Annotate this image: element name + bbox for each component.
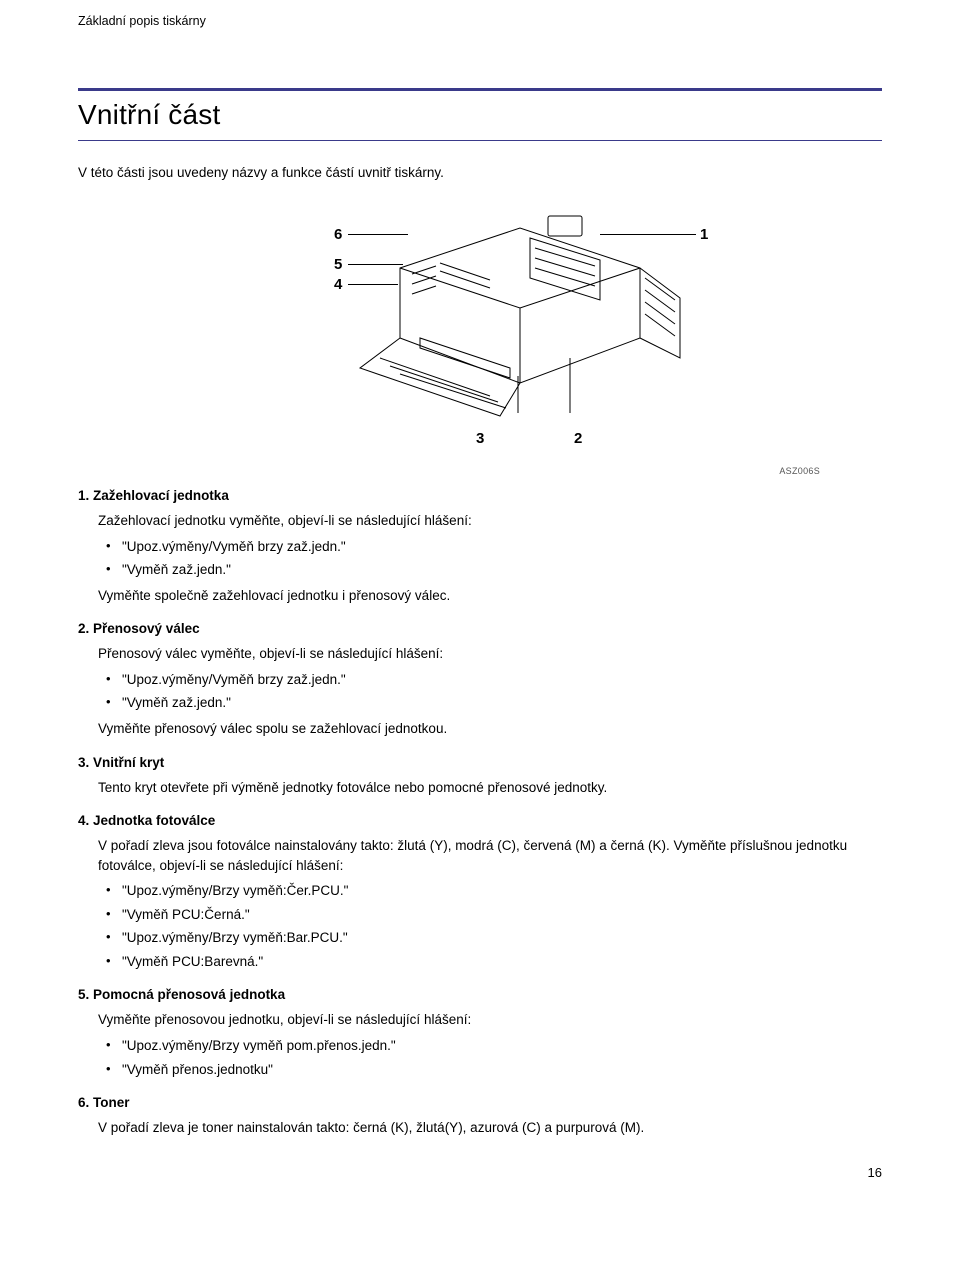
callout-6: 6 [334,226,342,243]
lead-line [348,284,398,285]
item-trail: Vyměňte společně zažehlovací jednotku i … [98,586,882,606]
bullet-item: "Vyměň přenos.jednotku" [122,1060,882,1080]
list-item-1: Zažehlovací jednotka Zažehlovací jednotk… [78,488,882,605]
item-lead: V pořadí zleva je toner nainstalován tak… [98,1118,882,1138]
bullet-item: "Upoz.výměny/Vyměň brzy zaž.jedn." [122,670,882,690]
item-trail: Vyměňte přenosový válec spolu se zažehlo… [98,719,882,739]
page-number: 16 [868,1165,882,1180]
bullet-item: "Vyměň zaž.jedn." [122,693,882,713]
item-bullets: "Upoz.výměny/Vyměň brzy zaž.jedn." "Vymě… [98,537,882,580]
bullet-item: "Upoz.výměny/Brzy vyměň:Bar.PCU." [122,928,882,948]
bullet-item: "Upoz.výměny/Brzy vyměň:Čer.PCU." [122,881,882,901]
item-title: Přenosový válec [93,621,200,636]
item-bullets: "Upoz.výměny/Brzy vyměň:Čer.PCU." "Vyměň… [98,881,882,971]
bullet-item: "Upoz.výměny/Brzy vyměň pom.přenos.jedn.… [122,1036,882,1056]
lead-line [348,264,403,265]
callout-1: 1 [700,226,708,243]
lead-line [600,234,696,235]
figure-code: ASZ006S [779,466,820,476]
lead-line [348,234,408,235]
list-item-3: Vnitřní kryt Tento kryt otevřete při vým… [78,755,882,798]
callout-4: 4 [334,276,342,293]
item-title: Zažehlovací jednotka [93,488,229,503]
item-bullets: "Upoz.výměny/Brzy vyměň pom.přenos.jedn.… [98,1036,882,1079]
callout-5: 5 [334,256,342,273]
item-title: Jednotka fotoválce [93,813,215,828]
item-lead: V pořadí zleva jsou fotoválce nainstalov… [98,836,882,875]
document-page: Základní popis tiskárny Vnitřní část V t… [0,0,960,1194]
item-lead: Zažehlovací jednotku vyměňte, objeví-li … [98,511,882,531]
page-header-label: Základní popis tiskárny [78,14,882,28]
rule-below-title [78,140,882,141]
item-title: Pomocná přenosová jednotka [93,987,285,1002]
callout-2: 2 [574,430,582,447]
item-lead: Přenosový válec vyměňte, objeví-li se ná… [98,644,882,664]
callout-3: 3 [476,430,484,447]
bullet-item: "Vyměň PCU:Barevná." [122,952,882,972]
list-item-2: Přenosový válec Přenosový válec vyměňte,… [78,621,882,738]
item-lead: Vyměňte přenosovou jednotku, objeví-li s… [98,1010,882,1030]
item-title: Vnitřní kryt [93,755,164,770]
item-title: Toner [93,1095,130,1110]
item-lead: Tento kryt otevřete při výměně jednotky … [98,778,882,798]
bullet-item: "Vyměň PCU:Černá." [122,905,882,925]
intro-paragraph: V této části jsou uvedeny názvy a funkce… [78,165,882,180]
list-item-6: Toner V pořadí zleva je toner nainstalov… [78,1095,882,1138]
numbered-list: Zažehlovací jednotka Zažehlovací jednotk… [78,488,882,1138]
list-item-4: Jednotka fotoválce V pořadí zleva jsou f… [78,813,882,971]
item-bullets: "Upoz.výměny/Vyměň brzy zaž.jedn." "Vymě… [98,670,882,713]
list-item-5: Pomocná přenosová jednotka Vyměňte přeno… [78,987,882,1079]
bullet-item: "Upoz.výměny/Vyměň brzy zaž.jedn." [122,537,882,557]
page-title: Vnitřní část [78,91,882,137]
printer-line-art [340,208,700,428]
printer-figure: 6 5 4 1 3 2 ASZ006S [200,198,760,458]
bullet-item: "Vyměň zaž.jedn." [122,560,882,580]
